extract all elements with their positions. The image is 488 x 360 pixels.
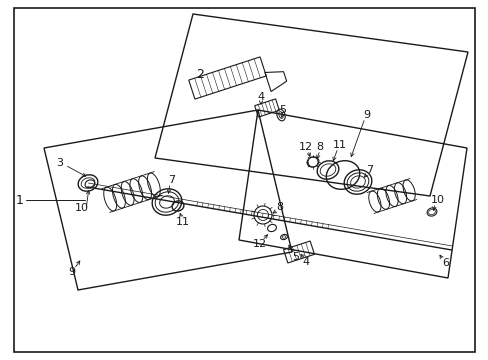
Text: 8: 8 [276,202,283,212]
Text: 11: 11 [176,217,190,227]
Text: 4: 4 [257,92,264,102]
Text: 3: 3 [57,158,63,168]
Text: 5: 5 [279,105,286,115]
Text: 2: 2 [196,68,203,81]
Text: 5: 5 [292,252,299,262]
Text: 9: 9 [363,110,370,120]
Text: 10: 10 [430,195,444,205]
Text: 11: 11 [332,140,346,150]
Text: 9: 9 [68,267,76,277]
Text: 4: 4 [302,257,309,267]
Text: 8: 8 [316,142,323,152]
Text: 6: 6 [442,258,448,268]
Text: 12: 12 [252,239,266,249]
Text: 10: 10 [75,203,89,213]
Text: 12: 12 [298,142,312,152]
Text: 7: 7 [168,175,175,185]
Text: 1: 1 [16,194,24,207]
Text: 7: 7 [366,165,373,175]
